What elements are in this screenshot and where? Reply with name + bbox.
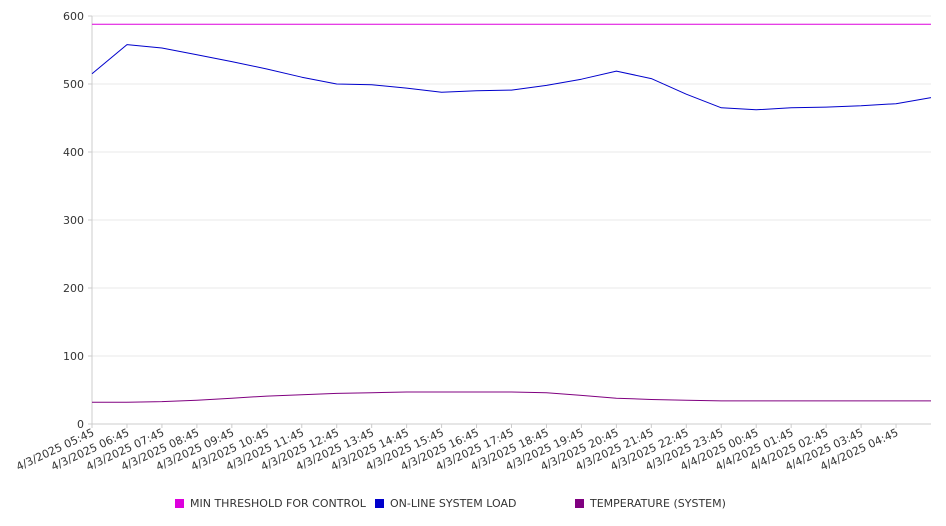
legend-item-system-load[interactable]: ON-LINE SYSTEM LOAD — [375, 497, 516, 510]
legend-swatch-min-threshold — [175, 499, 184, 508]
series-lines — [91, 23, 932, 403]
legend-swatch-temperature — [575, 499, 584, 508]
y-tick-label-500: 500 — [63, 78, 84, 91]
legend-label-min-threshold: MIN THRESHOLD FOR CONTROL — [190, 497, 366, 510]
series-line-temperature-system — [92, 391, 931, 403]
x-axis-ticks: 4/3/2025 05:454/3/2025 06:454/3/2025 07:… — [14, 424, 900, 473]
legend-item-temperature[interactable]: TEMPERATURE (SYSTEM) — [575, 497, 726, 510]
y-tick-label-400: 400 — [63, 146, 84, 159]
series-line-on-line-system-load — [91, 44, 932, 111]
line-chart: 0 100 200 300 400 500 600 4/3/2025 05:454/3/20… — [14, 10, 932, 473]
gridlines — [92, 15, 931, 357]
y-tick-label-600: 600 — [63, 10, 84, 23]
legend-label-system-load: ON-LINE SYSTEM LOAD — [390, 497, 517, 510]
y-tick-label-0: 0 — [77, 418, 84, 431]
legend-item-min-threshold[interactable]: MIN THRESHOLD FOR CONTROL — [175, 497, 366, 510]
y-tick-label-300: 300 — [63, 214, 84, 227]
y-axis-ticks: 0 100 200 300 400 500 600 — [63, 10, 92, 431]
y-tick-label-100: 100 — [63, 350, 84, 363]
legend: MIN THRESHOLD FOR CONTROL ON-LINE SYSTEM… — [0, 497, 946, 515]
legend-swatch-system-load — [375, 499, 384, 508]
y-tick-label-200: 200 — [63, 282, 84, 295]
legend-label-temperature: TEMPERATURE (SYSTEM) — [590, 497, 726, 510]
